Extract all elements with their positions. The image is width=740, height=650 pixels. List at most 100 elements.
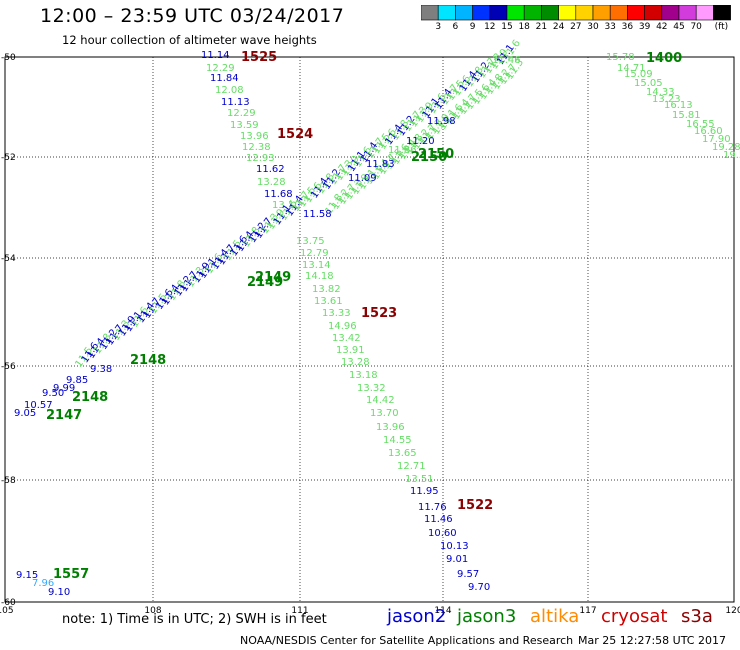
map-axes: 105 108 111 114 117 120 -50 -52 -54 -56 -58 -60 (0, 53, 740, 616)
wave-height-value: 13.70 (370, 408, 399, 419)
wave-height-value: 9.05 (14, 408, 36, 419)
wave-height-value: 9.85 (66, 375, 88, 386)
generated-date: Mar 25 12:27:58 UTC 2017 (578, 634, 726, 647)
orbit-track-label: 2150 (411, 150, 447, 165)
colorbar-label: 18 (518, 22, 530, 32)
wave-height-value: 12.79 (300, 248, 329, 259)
wave-height-value: 11.62 (256, 164, 285, 175)
wave-height-value: 11.46 (424, 514, 453, 525)
wave-height-value: 14.33 (646, 87, 675, 98)
wave-height-value: 11.14 (201, 50, 230, 61)
orbit-track-label: 1400 (646, 51, 682, 66)
orbit-track-label: 1522 (457, 498, 493, 513)
wave-height-value: 13.33 (322, 308, 351, 319)
credit-line: NOAA/NESDIS Center for Satellite Applica… (240, 634, 574, 647)
wave-height-value: 17.90 (702, 134, 731, 145)
satellite-legend-item: jason2 (387, 606, 447, 627)
colorbar-label: 39 (638, 22, 651, 32)
wave-height-value: 13.91 (336, 345, 365, 356)
page-subtitle: 12 hour collection of altimeter wave hei… (62, 33, 317, 47)
wave-height-value: 9.50 (42, 388, 64, 399)
wave-height-value: 12.29 (227, 108, 256, 119)
wave-height-value: 11.76 (418, 502, 447, 513)
orbit-track-label: 2149 (247, 275, 283, 290)
wave-height-value: 11.20 (406, 136, 435, 147)
map-frame (4, 56, 735, 603)
colorbar-label: 36 (621, 22, 634, 32)
y-tick-label: -58 (1, 476, 16, 486)
wave-height-value: 14.18 (305, 271, 334, 282)
orbit-track-label: 2147 (46, 408, 82, 423)
y-tick-label: -56 (1, 362, 16, 372)
wave-height-value: 16.60 (694, 126, 723, 137)
wave-height-value: 15.09 (624, 69, 653, 80)
orbit-track-label: 2148 (130, 353, 166, 368)
wave-height-value: 16.55 (686, 119, 715, 130)
wave-height-value: 12.08 (215, 85, 244, 96)
wave-height-value: 15.81 (672, 110, 701, 121)
colorbar-label: 24 (552, 22, 565, 32)
wave-height-value: 13.42 (332, 333, 361, 344)
wave-height-value: 13.96 (376, 422, 405, 433)
wave-height-value: 9.01 (446, 554, 468, 565)
wave-height-value: 13.14 (302, 260, 331, 271)
color-scale-bar (421, 5, 731, 21)
orbit-track-label: 2150 (418, 147, 454, 162)
wave-height-value: 13.51 (405, 474, 434, 485)
footer-note: note: 1) Time is in UTC; 2) SWH is in fe… (62, 612, 327, 627)
wave-height-value: 19.28 (712, 142, 740, 153)
wave-height-value: 13.96 (240, 131, 269, 142)
colorbar-label: 33 (604, 22, 616, 32)
wave-height-value: 13.18 (349, 370, 378, 381)
colorbar-label: 9 (469, 22, 476, 32)
wave-value-labels: 11.1412.2911.8412.0811.1312.2913.5913.96… (14, 38, 740, 598)
orbit-track-label: 1524 (277, 127, 313, 142)
wave-height-value: 9.15 (16, 570, 38, 581)
y-tick-label: -54 (1, 254, 16, 264)
wave-height-value: 11.84 (210, 73, 239, 84)
wave-height-value: 12.38 (242, 142, 271, 153)
wave-height-value: 11.68 (264, 189, 293, 200)
track-labels: 1525 1524 1523 1522 1400 2150 2149 2148 2147 1557… (46, 50, 682, 582)
x-tick-label: 108 (144, 606, 161, 616)
wave-height-value: 13.23 (652, 94, 681, 105)
wave-height-value: 14.96 (328, 321, 357, 332)
x-tick-label: 120 (725, 606, 740, 616)
wave-height-value: 14.55 (383, 435, 412, 446)
colorbar-label: 3 (435, 22, 442, 32)
wave-height-value: 15.05 (634, 78, 663, 89)
x-tick-label: 117 (579, 606, 596, 616)
wave-height-value: 13.65 (388, 448, 417, 459)
x-tick-label: 111 (291, 606, 308, 616)
y-tick-label: -60 (1, 598, 16, 608)
colorbar-label: 27 (570, 22, 582, 32)
wave-height-value: 11.46 (492, 55, 521, 66)
orbit-track-label: 1523 (361, 306, 397, 321)
wave-height-value: 11.09 (348, 173, 377, 184)
wave-height-value: 16.13 (664, 100, 693, 111)
orbit-track-label: 2148 (72, 390, 108, 405)
wave-height-value: 11.58 (303, 209, 332, 220)
page-title: 12:00 – 23:59 UTC 03/24/2017 (40, 5, 345, 27)
wave-height-value: 12.71 (397, 461, 426, 472)
wave-height-value: 13.32 (357, 383, 386, 394)
wave-height-value: 11.86 (388, 145, 417, 156)
wave-height-value: 13.59 (230, 120, 259, 131)
wave-height-value: 13.28 (341, 357, 370, 368)
wave-height-value: 13.28 (257, 177, 286, 188)
colorbar-swatch (713, 5, 731, 21)
x-tick-label: 105 (0, 606, 14, 616)
wave-height-value: 9.70 (468, 582, 490, 593)
wave-height-value: 7.96 (32, 578, 54, 589)
wave-height-value: 13.82 (312, 284, 341, 295)
wave-height-value: 9.57 (457, 569, 479, 580)
wave-height-value: 12.29 (206, 63, 235, 74)
colorbar-label: 70 (690, 22, 702, 32)
wave-height-value: 10.13 (440, 541, 469, 552)
wave-height-value: 14.42 (366, 395, 395, 406)
colorbar-label: 15 (501, 22, 513, 32)
wave-height-value: 10.57 (24, 400, 53, 411)
wave-height-value: 13.75 (296, 236, 325, 247)
satellite-legend-item: cryosat (601, 606, 668, 627)
